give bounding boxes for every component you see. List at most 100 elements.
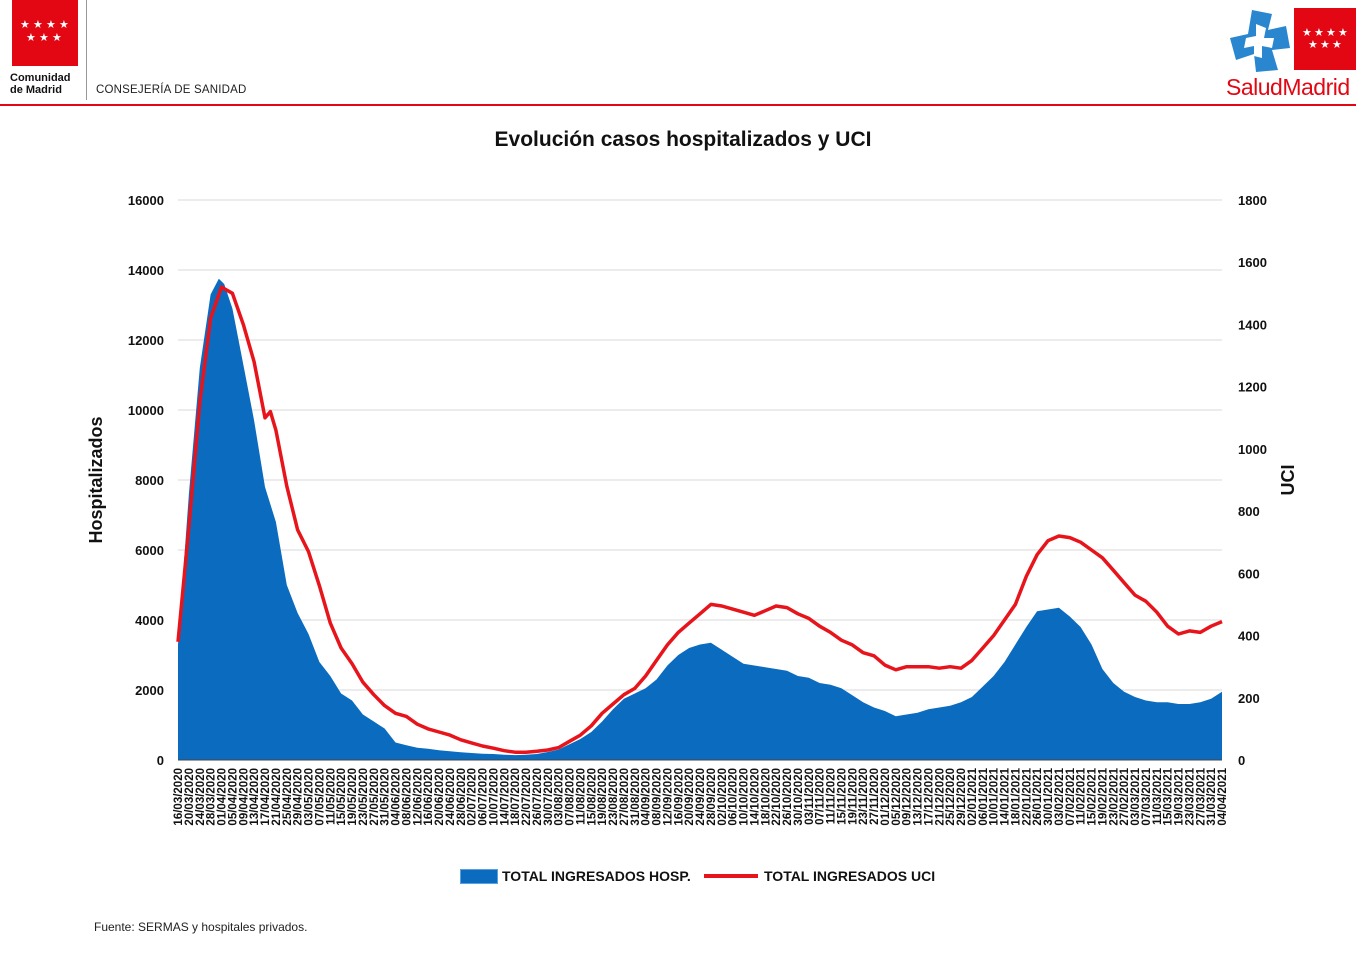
- salud-madrid-wordmark: SaludMadrid: [1226, 74, 1350, 101]
- y-tick-label: 12000: [128, 333, 164, 348]
- x-tick-label: 21/12/2020: [934, 768, 946, 826]
- x-tick-label: 09/04/2020: [238, 768, 250, 826]
- x-tick-label: 26/10/2020: [782, 768, 794, 826]
- x-tick-label: 24/06/2020: [445, 768, 457, 826]
- x-tick-label: 12/06/2020: [412, 768, 424, 826]
- x-tick-label: 09/12/2020: [902, 768, 914, 826]
- x-tick-label: 26/07/2020: [532, 768, 544, 826]
- legend-label-hosp: TOTAL INGRESADOS HOSP.: [502, 868, 691, 884]
- x-tick-label: 26/01/2021: [1032, 767, 1044, 825]
- hosp-area-series: [178, 278, 1222, 760]
- x-tick-label: 27/08/2020: [619, 768, 631, 826]
- x-tick-label: 25/04/2020: [282, 768, 294, 826]
- x-tick-label: 06/10/2020: [728, 768, 740, 826]
- x-tick-label: 03/05/2020: [304, 768, 316, 826]
- salud-flag-icon: ★ ★ ★ ★ ★ ★ ★: [1294, 8, 1356, 70]
- x-tick-label: 27/11/2020: [869, 768, 881, 825]
- x-tick-label: 28/06/2020: [456, 768, 468, 826]
- legend-swatch-uci: [704, 874, 758, 878]
- x-tick-label: 17/12/2020: [923, 768, 935, 826]
- x-tick-label: 10/10/2020: [739, 768, 751, 826]
- chart-title: Evolución casos hospitalizados y UCI: [494, 128, 872, 151]
- legend-item-uci: TOTAL INGRESADOS UCI: [704, 866, 935, 886]
- uci-line-series: [176, 285, 1223, 754]
- x-tick-label: 15/08/2020: [586, 768, 598, 826]
- x-tick-label: 28/09/2020: [706, 768, 718, 826]
- x-tick-label: 24/09/2020: [695, 768, 707, 826]
- x-tick-label: 15/11/2020: [836, 768, 848, 825]
- y2-tick-label: 0: [1238, 753, 1245, 768]
- x-tick-label: 14/07/2020: [499, 768, 511, 826]
- x-tick-label: 04/06/2020: [391, 768, 403, 826]
- header-divider: [86, 0, 87, 100]
- x-tick-label: 07/05/2020: [314, 768, 326, 826]
- x-tick-label: 03/02/2021: [1054, 767, 1066, 825]
- x-tick-label: 10/01/2021: [989, 767, 1001, 825]
- x-tick-label: 08/06/2020: [401, 768, 413, 826]
- x-tick-label: 20/06/2020: [434, 768, 446, 826]
- x-tick-label: 30/10/2020: [793, 768, 805, 826]
- x-tick-label: 11/05/2020: [325, 768, 337, 825]
- x-tick-label: 10/07/2020: [488, 768, 500, 826]
- page-header: ★ ★ ★ ★ ★ ★ ★ Comunidad de Madrid CONSEJ…: [0, 0, 1366, 108]
- y-axis-label: Hospitalizados: [86, 416, 106, 543]
- x-tick-label: 03/08/2020: [554, 768, 566, 826]
- x-tick-label: 04/04/2021: [1217, 767, 1229, 825]
- x-tick-label: 03/11/2020: [804, 768, 816, 825]
- brand-salud: Salud: [1226, 74, 1283, 100]
- org-line2: de Madrid: [10, 84, 62, 96]
- x-tick-label: 24/03/2020: [195, 768, 207, 826]
- y-tick-label: 16000: [128, 193, 164, 208]
- x-tick-label: 29/04/2020: [293, 768, 305, 826]
- x-tick-label: 22/10/2020: [771, 768, 783, 826]
- y2-tick-label: 400: [1238, 629, 1260, 644]
- y-tick-label: 14000: [128, 263, 164, 278]
- x-tick-label: 27/03/2021: [1195, 767, 1207, 825]
- comunidad-madrid-logo: ★ ★ ★ ★ ★ ★ ★ Comunidad de Madrid: [8, 0, 86, 100]
- x-tick-label: 22/01/2021: [1021, 767, 1033, 825]
- x-tick-label: 30/01/2021: [1043, 767, 1055, 825]
- x-tick-label: 19/11/2020: [847, 768, 859, 825]
- x-tick-label: 14/01/2021: [1000, 767, 1012, 825]
- y2-tick-label: 1400: [1238, 317, 1267, 332]
- x-tick-label: 20/03/2020: [184, 768, 196, 826]
- x-tick-label: 02/10/2020: [717, 768, 729, 826]
- x-tick-label: 01/12/2020: [880, 768, 892, 826]
- y-axis-ticks: 0 2000 4000 6000 8000 10000 12000 14000 16000: [128, 193, 164, 768]
- x-tick-label: 16/06/2020: [423, 768, 435, 826]
- x-tick-label: 19/05/2020: [347, 768, 359, 826]
- x-tick-label: 12/09/2020: [662, 768, 674, 826]
- x-tick-label: 22/07/2020: [521, 768, 533, 826]
- org-line1: Comunidad: [10, 72, 71, 84]
- x-tick-label: 23/03/2021: [1184, 767, 1196, 825]
- x-tick-label: 15/02/2021: [1087, 767, 1099, 825]
- x-tick-label: 17/04/2020: [260, 768, 272, 826]
- y-tick-label: 10000: [128, 403, 164, 418]
- x-tick-label: 06/01/2021: [978, 767, 990, 825]
- x-tick-label: 14/10/2020: [749, 768, 761, 826]
- y-tick-label: 6000: [135, 543, 164, 558]
- x-tick-label: 31/08/2020: [630, 768, 642, 826]
- y-tick-label: 0: [157, 753, 164, 768]
- y2-tick-label: 200: [1238, 691, 1260, 706]
- x-tick-label: 05/04/2020: [227, 768, 239, 826]
- salud-madrid-logo: ★ ★ ★ ★ ★ ★ ★ SaludMadrid: [1224, 4, 1356, 102]
- x-tick-label: 13/12/2020: [913, 768, 925, 826]
- y-tick-label: 4000: [135, 613, 164, 628]
- x-tick-label: 18/07/2020: [510, 768, 522, 826]
- x-tick-label: 28/03/2020: [206, 768, 218, 826]
- x-tick-label: 30/07/2020: [543, 768, 555, 826]
- x-tick-label: 01/04/2020: [217, 768, 229, 826]
- y2-tick-label: 800: [1238, 504, 1260, 519]
- org-name: Comunidad de Madrid: [10, 72, 71, 96]
- x-tick-label: 07/08/2020: [565, 768, 577, 826]
- x-tick-label: 15/03/2021: [1163, 767, 1175, 825]
- x-tick-label: 31/05/2020: [380, 768, 392, 826]
- x-tick-label: 02/07/2020: [467, 768, 479, 826]
- health-cross-icon: [1230, 10, 1290, 72]
- y-tick-label: 2000: [135, 683, 164, 698]
- x-tick-label: 07/02/2021: [1065, 767, 1077, 825]
- x-tick-label: 04/09/2020: [641, 768, 653, 826]
- brand-madrid: Madrid: [1282, 74, 1350, 100]
